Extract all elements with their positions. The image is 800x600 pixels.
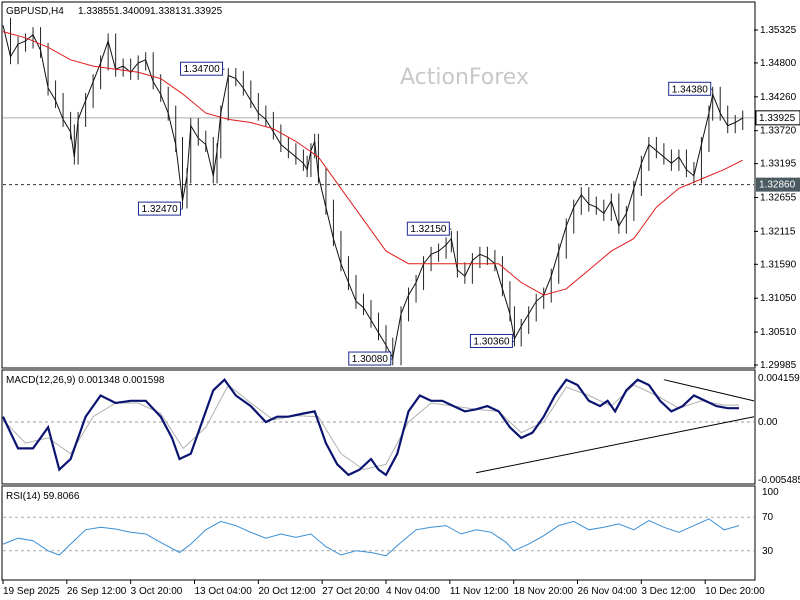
price-axis-label: 1.30510 <box>760 327 797 338</box>
price-axis-label: 1.34260 <box>760 92 797 103</box>
rsi-axis-label: 70 <box>762 512 774 523</box>
price-axis-label: 1.34800 <box>760 58 797 69</box>
rsi-title: RSI(14) 59.8066 <box>6 491 80 502</box>
support-price-label: 1.32860 <box>759 180 796 191</box>
price-axis-label: 1.33195 <box>760 159 797 170</box>
price-annotation-label: 1.30080 <box>352 354 389 365</box>
price-axis-label: 1.31590 <box>760 259 797 270</box>
price-annotation-label: 1.34700 <box>184 64 221 75</box>
macd-trendline-lower <box>476 416 755 474</box>
macd-axis-label: 0.00 <box>758 417 778 428</box>
price-annotation-label: 1.32150 <box>410 224 447 235</box>
time-axis-label: 20 Oct 12:00 <box>258 586 316 597</box>
symbol-label: GBPUSD,H4 <box>6 6 64 17</box>
time-axis-label: 4 Nov 04:00 <box>386 586 440 597</box>
ohlc-low: 1.33813 <box>150 6 187 17</box>
watermark: ActionForex <box>400 65 529 90</box>
time-axis-label: 10 Dec 20:00 <box>705 586 765 597</box>
rsi-axis-label: 30 <box>762 546 774 557</box>
price-axis-label: 1.35325 <box>760 25 797 36</box>
price-annotation-label: 1.32470 <box>141 204 178 215</box>
time-axis-label: 3 Oct 20:00 <box>131 586 183 597</box>
time-axis-label: 19 Sep 2025 <box>3 586 60 597</box>
price-axis-label: 1.33720 <box>760 126 797 137</box>
current-price-label: 1.33925 <box>759 113 796 124</box>
time-axis-label: 13 Oct 04:00 <box>195 586 253 597</box>
macd-pane-frame <box>1 369 756 485</box>
rsi-pane-frame <box>1 485 756 581</box>
macd-title: MACD(12,26,9) 0.001348 0.001598 <box>6 375 165 386</box>
price-axis-label: 1.29985 <box>760 360 797 371</box>
chart-header: GBPUSD,H4 1.33855 1.34009 1.33813 1.3392… <box>6 6 223 17</box>
macd-axis-label: -0.005485 <box>758 475 800 486</box>
macd-main-line <box>2 378 739 477</box>
price-annotation-label: 1.34380 <box>672 84 709 95</box>
price-line <box>2 25 743 360</box>
macd-axis-label: 0.004159 <box>758 373 800 384</box>
current-price-tag <box>755 110 800 126</box>
time-axis-label: 26 Nov 04:00 <box>578 586 638 597</box>
time-axis-label: 3 Dec 12:00 <box>641 586 695 597</box>
time-axis-label: 18 Nov 20:00 <box>514 586 574 597</box>
support-price-tag <box>756 177 800 192</box>
rsi-axis-label: 100 <box>762 487 779 498</box>
macd-trendline-upper <box>663 379 755 402</box>
ohlc-close: 1.33925 <box>186 6 223 17</box>
price-axis-label: 1.32115 <box>760 226 796 237</box>
price-annotation-label: 1.30360 <box>473 336 510 347</box>
ohlc-high: 1.34009 <box>114 6 151 17</box>
moving-average-line <box>2 31 743 296</box>
axis-layer: 1.35325 1.34800 1.34260 1.33720 1.33195 1.326… <box>2 25 800 597</box>
price-axis-label: 1.32655 <box>760 193 797 204</box>
rsi-line <box>2 518 740 557</box>
time-axis-label: 26 Sep 12:00 <box>67 586 127 597</box>
price-axis-label: 1.31050 <box>760 293 797 304</box>
macd-layer <box>2 378 755 477</box>
rsi-layer <box>2 516 754 557</box>
time-axis-label: 27 Oct 20:00 <box>322 586 380 597</box>
time-axis-label: 11 Nov 12:00 <box>450 586 509 597</box>
ohlc-open: 1.33855 <box>78 6 115 17</box>
price-layer: 1.34700 1.32470 1.32150 1.30080 1.30360 1.343… <box>2 17 754 366</box>
